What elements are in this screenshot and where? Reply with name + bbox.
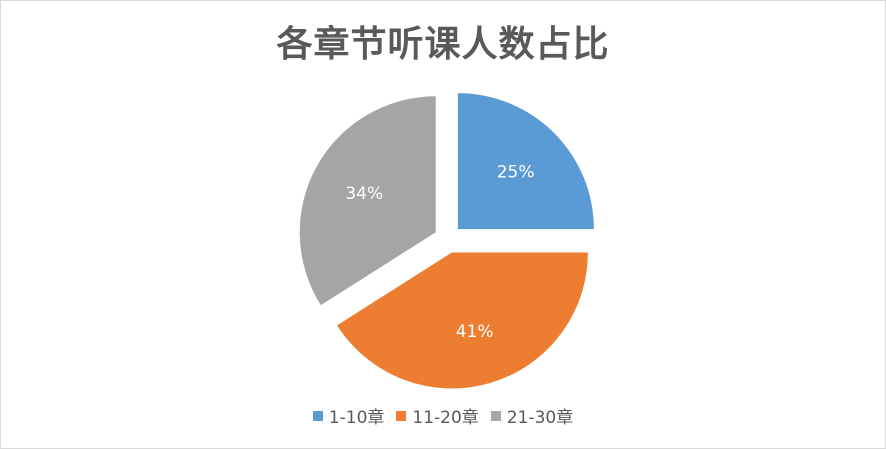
slice-1-10-label: 25% [497,162,535,182]
slice-21-30-label: 34% [345,184,383,204]
slice-11-20 [337,252,588,389]
slice-21-30 [299,96,436,306]
legend-label-1-10: 1-10章 [328,408,385,428]
legend-swatch-11-20 [396,410,407,421]
legend-item-21-30: 21-30章 [490,403,574,428]
legend: 1-10章 11-20章 21-30章 [1,403,885,428]
legend-swatch-1-10 [312,410,323,421]
chart-title: 各章节听课人数占比 [276,24,610,65]
legend-swatch-21-30 [490,410,501,421]
slice-11-20-label: 41% [456,322,494,342]
legend-label-11-20: 11-20章 [412,408,479,428]
legend-item-1-10: 1-10章 [312,403,385,428]
slice-1-10 [457,93,594,230]
legend-item-11-20: 11-20章 [396,403,479,428]
legend-label-21-30: 21-30章 [506,408,574,428]
